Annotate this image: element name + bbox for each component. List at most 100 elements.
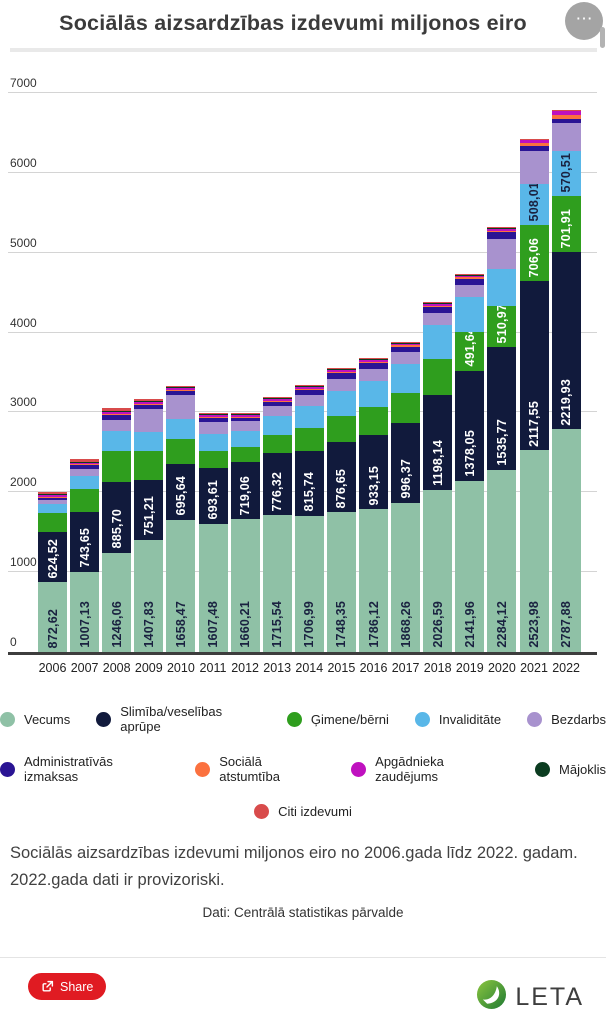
segment-ģimene-bērni[interactable] bbox=[102, 450, 132, 482]
segment-apgādnieka-zaudējums[interactable] bbox=[166, 387, 196, 391]
segment-slimība-veselības-aprūpe[interactable]: 876,65 bbox=[326, 442, 356, 513]
bar-2016[interactable]: 1786,12 933,15 bbox=[359, 358, 388, 652]
segment-sociālā-atstumtība[interactable] bbox=[38, 496, 67, 498]
segment-sociālā-atstumtība[interactable] bbox=[230, 416, 260, 418]
segment-ģimene-bērni[interactable] bbox=[198, 450, 228, 469]
segment-apgādnieka-zaudējums[interactable] bbox=[102, 411, 132, 414]
segment-ģimene-bērni[interactable]: 491,64 bbox=[455, 327, 485, 371]
segment-sociālā-atstumtība[interactable] bbox=[391, 345, 421, 347]
segment-administratīvās-izmaksas[interactable] bbox=[262, 401, 292, 406]
segment-bezdarbs[interactable] bbox=[455, 285, 485, 298]
bar-2020[interactable]: 2284,12 1535,77 510,97 bbox=[487, 226, 517, 652]
segment-sociālā-atstumtība[interactable] bbox=[166, 390, 196, 392]
segment-bezdarbs[interactable] bbox=[38, 500, 67, 504]
segment-invaliditāte[interactable] bbox=[230, 430, 260, 447]
segment-ģimene-bērni[interactable] bbox=[230, 446, 260, 462]
segment-mājoklis[interactable] bbox=[423, 302, 453, 304]
segment-mājoklis[interactable] bbox=[198, 414, 228, 415]
segment-mājoklis[interactable] bbox=[519, 139, 549, 141]
segment-administratīvās-izmaksas[interactable] bbox=[359, 363, 388, 369]
segment-mājoklis[interactable] bbox=[102, 410, 132, 412]
segment-apgādnieka-zaudējums[interactable] bbox=[38, 494, 67, 497]
segment-citi-izdevumi[interactable] bbox=[166, 385, 196, 388]
segment-vecums[interactable]: 1715,54 bbox=[262, 515, 292, 652]
segment-administratīvās-izmaksas[interactable] bbox=[519, 146, 549, 151]
bar-2014[interactable]: 1706,99 815,74 bbox=[294, 385, 324, 652]
segment-vecums[interactable]: 872,62 bbox=[38, 582, 67, 652]
segment-citi-izdevumi[interactable] bbox=[294, 385, 324, 387]
segment-administratīvās-izmaksas[interactable] bbox=[455, 278, 485, 286]
segment-citi-izdevumi[interactable] bbox=[230, 412, 260, 414]
segment-vecums[interactable]: 1407,83 bbox=[134, 539, 164, 652]
segment-apgādnieka-zaudējums[interactable] bbox=[198, 414, 228, 417]
segment-invaliditāte[interactable] bbox=[198, 433, 228, 451]
segment-slimība-veselības-aprūpe[interactable]: 719,06 bbox=[230, 462, 260, 520]
segment-apgādnieka-zaudējums[interactable] bbox=[455, 275, 485, 278]
segment-apgādnieka-zaudējums[interactable] bbox=[487, 228, 517, 231]
segment-slimība-veselības-aprūpe[interactable]: 1198,14 bbox=[423, 394, 453, 491]
segment-apgādnieka-zaudējums[interactable] bbox=[326, 369, 356, 372]
segment-mājoklis[interactable] bbox=[487, 227, 517, 229]
segment-bezdarbs[interactable] bbox=[359, 368, 388, 381]
segment-citi-izdevumi[interactable] bbox=[262, 397, 292, 399]
segment-invaliditāte[interactable]: 570,51 bbox=[551, 150, 581, 197]
segment-invaliditāte[interactable] bbox=[359, 380, 388, 407]
segment-ģimene-bērni[interactable]: 510,97 bbox=[487, 304, 517, 347]
bar-2007[interactable]: 1007,13 743,65 bbox=[70, 459, 100, 652]
segment-administratīvās-izmaksas[interactable] bbox=[38, 497, 67, 500]
leta-logo[interactable]: LETA bbox=[476, 979, 584, 1015]
segment-bezdarbs[interactable] bbox=[326, 378, 356, 391]
segment-administratīvās-izmaksas[interactable] bbox=[134, 404, 164, 410]
bar-2013[interactable]: 1715,54 776,32 bbox=[262, 397, 292, 652]
segment-invaliditāte[interactable] bbox=[455, 297, 485, 332]
segment-administratīvās-izmaksas[interactable] bbox=[326, 373, 356, 379]
segment-bezdarbs[interactable] bbox=[391, 352, 421, 365]
segment-apgādnieka-zaudējums[interactable] bbox=[70, 462, 100, 465]
segment-bezdarbs[interactable] bbox=[294, 394, 324, 406]
segment-invaliditāte[interactable] bbox=[166, 419, 196, 440]
segment-sociālā-atstumtība[interactable] bbox=[423, 305, 453, 308]
segment-administratīvās-izmaksas[interactable] bbox=[294, 390, 324, 395]
segment-mājoklis[interactable] bbox=[326, 369, 356, 370]
segment-invaliditāte[interactable] bbox=[326, 390, 356, 417]
segment-invaliditāte[interactable] bbox=[262, 416, 292, 435]
segment-sociālā-atstumtība[interactable] bbox=[519, 142, 549, 147]
segment-sociālā-atstumtība[interactable] bbox=[359, 362, 388, 364]
bar-2021[interactable]: 2523,98 2117,55 706,06 508,01 bbox=[519, 138, 549, 652]
segment-slimība-veselības-aprūpe[interactable]: 751,21 bbox=[134, 479, 164, 540]
segment-administratīvās-izmaksas[interactable] bbox=[551, 118, 581, 124]
segment-mājoklis[interactable] bbox=[230, 413, 260, 415]
bar-2017[interactable]: 1868,26 996,37 bbox=[391, 341, 421, 652]
segment-vecums[interactable]: 1660,21 bbox=[230, 519, 260, 652]
segment-sociālā-atstumtība[interactable] bbox=[551, 114, 581, 119]
bar-2015[interactable]: 1748,35 876,65 bbox=[326, 368, 356, 652]
bar-2018[interactable]: 2026,59 1198,14 bbox=[423, 301, 453, 652]
segment-vecums[interactable]: 2523,98 bbox=[519, 450, 549, 652]
segment-citi-izdevumi[interactable] bbox=[487, 226, 517, 228]
segment-invaliditāte[interactable]: 508,01 bbox=[519, 182, 549, 225]
segment-slimība-veselības-aprūpe[interactable]: 885,70 bbox=[102, 481, 132, 553]
segment-vecums[interactable]: 2284,12 bbox=[487, 469, 517, 652]
segment-sociālā-atstumtība[interactable] bbox=[326, 371, 356, 374]
segment-sociālā-atstumtība[interactable] bbox=[134, 404, 164, 405]
segment-slimība-veselības-aprūpe[interactable]: 1378,05 bbox=[455, 370, 485, 481]
segment-bezdarbs[interactable] bbox=[551, 123, 581, 151]
segment-mājoklis[interactable] bbox=[294, 386, 324, 387]
segment-citi-izdevumi[interactable] bbox=[198, 413, 228, 415]
segment-vecums[interactable]: 1607,48 bbox=[198, 523, 228, 652]
segment-bezdarbs[interactable] bbox=[134, 409, 164, 432]
segment-administratīvās-izmaksas[interactable] bbox=[70, 465, 100, 469]
segment-apgādnieka-zaudējums[interactable] bbox=[359, 360, 388, 362]
segment-apgādnieka-zaudējums[interactable] bbox=[391, 343, 421, 346]
segment-slimība-veselības-aprūpe[interactable]: 996,37 bbox=[391, 423, 421, 503]
segment-vecums[interactable]: 1658,47 bbox=[166, 519, 196, 652]
segment-bezdarbs[interactable] bbox=[519, 150, 549, 185]
segment-ģimene-bērni[interactable]: 701,91 bbox=[551, 196, 581, 253]
segment-invaliditāte[interactable] bbox=[102, 431, 132, 451]
segment-administratīvās-izmaksas[interactable] bbox=[198, 418, 228, 422]
more-options-button[interactable]: ⋯ bbox=[565, 2, 603, 40]
segment-citi-izdevumi[interactable] bbox=[102, 407, 132, 411]
segment-sociālā-atstumtība[interactable] bbox=[198, 416, 228, 419]
segment-mājoklis[interactable] bbox=[166, 387, 196, 388]
segment-invaliditāte[interactable] bbox=[134, 431, 164, 451]
